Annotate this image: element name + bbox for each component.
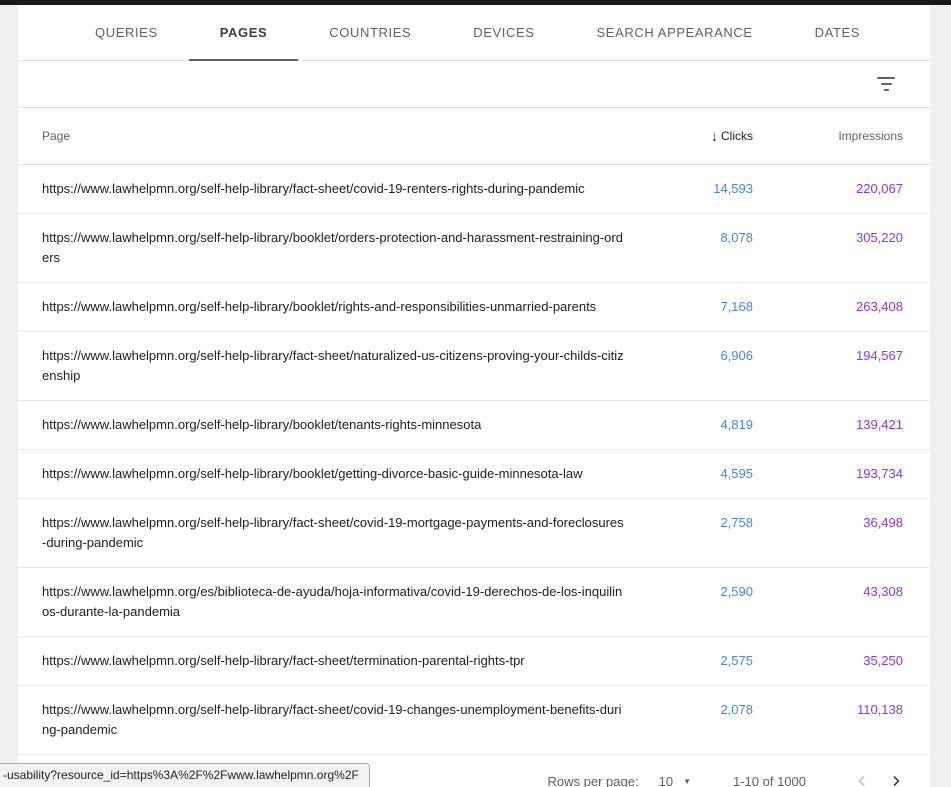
table-row[interactable]: https://www.lawhelpmn.org/self-help-libr… — [18, 401, 930, 450]
table-header: Page ↓ Clicks Impressions — [18, 108, 930, 165]
chevron-left-icon — [858, 775, 865, 787]
table-row[interactable]: https://www.lawhelpmn.org/es/biblioteca-… — [18, 568, 930, 637]
page-range-label: 1-10 of 1000 — [732, 773, 806, 787]
page-url: https://www.lawhelpmn.org/self-help-libr… — [42, 417, 482, 432]
tab-label: DATES — [814, 25, 861, 40]
clicks-value: 4,595 — [720, 466, 753, 481]
clicks-value: 2,078 — [720, 702, 753, 717]
page-url: https://www.lawhelpmn.org/self-help-libr… — [42, 348, 624, 383]
clicks-value: 2,590 — [720, 584, 753, 599]
impressions-value: 193,734 — [856, 466, 903, 481]
table-row[interactable]: https://www.lawhelpmn.org/self-help-libr… — [18, 637, 930, 686]
rows-per-page-value: 10 — [658, 773, 674, 787]
pagination-bar: Rows per page: 10 ▼ 1-10 of 1000 — [18, 755, 930, 787]
clicks-value: 2,758 — [720, 515, 753, 530]
top-dark-strip — [0, 0, 951, 5]
sort-descending-icon: ↓ — [711, 128, 718, 144]
tab-label: DEVICES — [473, 25, 535, 40]
page-url: https://www.lawhelpmn.org/self-help-libr… — [42, 702, 622, 737]
table-row[interactable]: https://www.lawhelpmn.org/self-help-libr… — [18, 450, 930, 499]
tab-pages[interactable]: PAGES — [188, 5, 299, 61]
impressions-value: 35,250 — [863, 653, 903, 668]
tab-devices[interactable]: DEVICES — [442, 5, 565, 60]
impressions-value: 36,498 — [863, 515, 903, 530]
clicks-column-label: Clicks — [721, 129, 753, 143]
filter-button[interactable] — [870, 68, 902, 100]
rows-per-page-label: Rows per page: — [547, 773, 639, 787]
table-row[interactable]: https://www.lawhelpmn.org/self-help-libr… — [18, 499, 930, 568]
tab-label: SEARCH APPEARANCE — [596, 25, 753, 40]
page-url: https://www.lawhelpmn.org/self-help-libr… — [42, 299, 597, 314]
clicks-value: 8,078 — [720, 230, 753, 245]
table-row[interactable]: https://www.lawhelpmn.org/self-help-libr… — [18, 214, 930, 283]
impressions-value: 263,408 — [856, 299, 903, 314]
rows-per-page-select[interactable]: 10 ▼ — [659, 774, 691, 787]
tab-label: QUERIES — [95, 25, 158, 40]
dropdown-caret-icon: ▼ — [683, 776, 691, 786]
tab-search-appearance[interactable]: SEARCH APPEARANCE — [566, 5, 784, 60]
page-url: https://www.lawhelpmn.org/self-help-libr… — [42, 466, 583, 481]
chevron-right-icon — [893, 775, 900, 787]
previous-page-button[interactable] — [850, 769, 874, 787]
tab-dates[interactable]: DATES — [784, 5, 891, 60]
impressions-column-header[interactable]: Impressions — [753, 129, 903, 143]
tab-countries[interactable]: COUNTRIES — [298, 5, 442, 60]
clicks-value: 2,575 — [720, 653, 753, 668]
status-bar: -usability?resource_id=https%3A%2F%2Fwww… — [0, 763, 370, 787]
impressions-value: 305,220 — [856, 230, 903, 245]
clicks-value: 6,906 — [720, 348, 753, 363]
table-row[interactable]: https://www.lawhelpmn.org/self-help-libr… — [18, 283, 930, 332]
next-page-button[interactable] — [884, 769, 908, 787]
page-url: https://www.lawhelpmn.org/es/biblioteca-… — [42, 584, 623, 619]
performance-card: QUERIES PAGES COUNTRIES DEVICES SEARCH A… — [18, 5, 930, 787]
filter-row — [18, 61, 930, 108]
filter-icon — [877, 77, 895, 91]
impressions-value: 194,567 — [856, 348, 903, 363]
tab-label: COUNTRIES — [329, 25, 412, 40]
tab-queries[interactable]: QUERIES — [64, 5, 189, 60]
page-url: https://www.lawhelpmn.org/self-help-libr… — [42, 653, 525, 668]
table-body: https://www.lawhelpmn.org/self-help-libr… — [18, 165, 930, 755]
impressions-column-label: Impressions — [838, 129, 903, 143]
clicks-column-header[interactable]: ↓ Clicks — [634, 129, 753, 143]
table-row[interactable]: https://www.lawhelpmn.org/self-help-libr… — [18, 686, 930, 755]
clicks-value: 14,593 — [713, 181, 753, 196]
impressions-value: 110,138 — [856, 702, 903, 717]
impressions-value: 139,421 — [856, 417, 903, 432]
page-url: https://www.lawhelpmn.org/self-help-libr… — [42, 181, 585, 196]
impressions-value: 43,308 — [863, 584, 903, 599]
status-url: -usability?resource_id=https%3A%2F%2Fwww… — [3, 768, 359, 782]
table-row[interactable]: https://www.lawhelpmn.org/self-help-libr… — [18, 165, 930, 214]
page-url: https://www.lawhelpmn.org/self-help-libr… — [42, 230, 623, 265]
table-row[interactable]: https://www.lawhelpmn.org/self-help-libr… — [18, 332, 930, 401]
impressions-value: 220,067 — [856, 181, 903, 196]
page-column-label: Page — [42, 129, 71, 143]
clicks-value: 4,819 — [720, 417, 753, 432]
page-url: https://www.lawhelpmn.org/self-help-libr… — [42, 515, 624, 550]
page-column-header[interactable]: Page — [42, 129, 634, 143]
tab-label: PAGES — [219, 25, 268, 40]
clicks-value: 7,168 — [720, 299, 753, 314]
tab-bar: QUERIES PAGES COUNTRIES DEVICES SEARCH A… — [18, 5, 930, 61]
